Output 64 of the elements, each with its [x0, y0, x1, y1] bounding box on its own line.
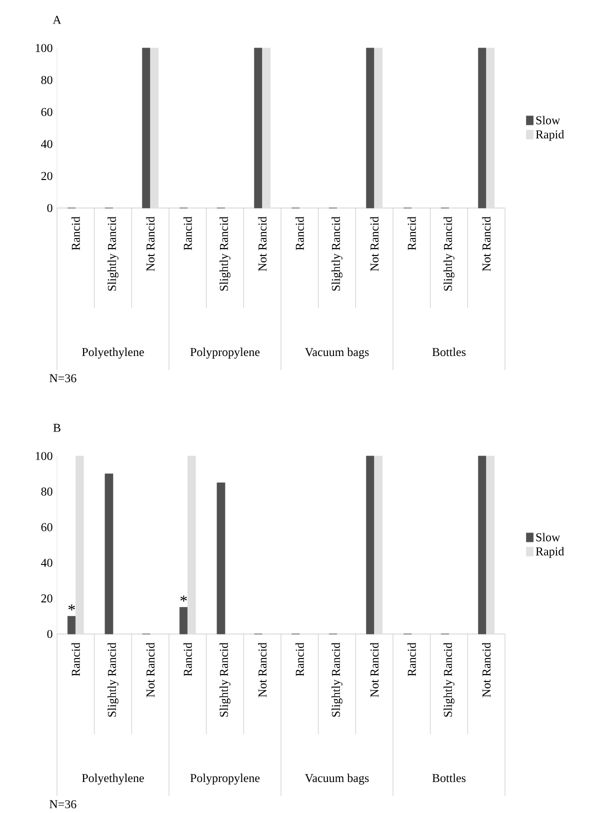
y-tick-label: 80: [41, 488, 52, 496]
x-tick-label: Not Rancid: [258, 216, 267, 272]
text: Bottles: [432, 774, 466, 782]
x-tick-label: Rancid: [71, 642, 80, 676]
legend-label: Slow: [536, 116, 560, 124]
legend-label: Slow: [536, 532, 560, 542]
y-tick-label: 0: [47, 204, 52, 212]
x-tick-label: Rancid: [295, 216, 304, 250]
text: N=36: [50, 800, 76, 808]
bar: [478, 456, 487, 634]
x-tick-label: Not Rancid: [370, 642, 379, 698]
x-tick-label: Rancid: [407, 642, 416, 676]
bar: [216, 482, 226, 634]
x-tick-label: Rancid: [183, 642, 192, 676]
bar: [75, 456, 84, 634]
text: N=36: [50, 374, 76, 382]
bar: [366, 456, 375, 634]
text: Polypropylene: [190, 348, 260, 359]
x-tick-label: Slightly Rancid: [332, 216, 342, 291]
text: Polypropylene: [190, 774, 260, 785]
y-tick-label: 40: [41, 558, 52, 567]
annotation: *: [180, 596, 187, 602]
bar: [374, 456, 383, 634]
x-tick-label: Not Rancid: [482, 642, 491, 698]
bar: [486, 456, 495, 634]
y-tick-label: 100: [36, 44, 52, 52]
x-tick-label: Not Rancid: [370, 216, 379, 272]
text: Polyethylene: [82, 774, 144, 785]
bar: [67, 616, 76, 634]
chart-title: A: [52, 16, 62, 24]
text: Polyethylene: [82, 348, 144, 359]
bar: [104, 474, 114, 634]
text: Vacuum bags: [304, 774, 369, 785]
x-tick-label: Slightly Rancid: [108, 642, 118, 717]
y-tick-label: 40: [41, 140, 52, 148]
text: Bottles: [432, 348, 466, 356]
x-tick-label: Not Rancid: [258, 642, 267, 698]
x-tick-label: Not Rancid: [482, 216, 491, 272]
chart-title: B: [53, 424, 60, 432]
y-tick-label: 20: [41, 594, 52, 602]
legend-label: Rapid: [536, 130, 564, 141]
y-tick-label: 60: [41, 523, 52, 532]
y-tick-label: 80: [41, 76, 52, 84]
y-tick-label: 20: [41, 172, 52, 180]
x-tick-label: Rancid: [183, 216, 192, 250]
x-tick-label: Slightly Rancid: [108, 216, 118, 291]
x-tick-label: Slightly Rancid: [444, 216, 454, 291]
legend-label: Rapid: [536, 547, 564, 558]
bar: [187, 456, 196, 634]
x-tick-label: Not Rancid: [146, 642, 155, 698]
y-tick-label: 60: [41, 108, 52, 116]
x-tick-label: Rancid: [71, 216, 80, 250]
y-tick-label: 100: [36, 452, 52, 460]
x-tick-label: Slightly Rancid: [444, 642, 454, 717]
text: Vacuum bags: [304, 348, 369, 359]
bar: [179, 607, 188, 634]
x-tick-label: Rancid: [295, 642, 304, 676]
annotation: *: [68, 604, 75, 610]
x-tick-label: Rancid: [407, 216, 416, 250]
x-tick-label: Slightly Rancid: [220, 642, 230, 717]
x-tick-label: Slightly Rancid: [332, 642, 342, 717]
x-tick-label: Not Rancid: [146, 216, 155, 272]
x-tick-label: Slightly Rancid: [220, 216, 230, 291]
y-tick-label: 0: [47, 630, 52, 638]
